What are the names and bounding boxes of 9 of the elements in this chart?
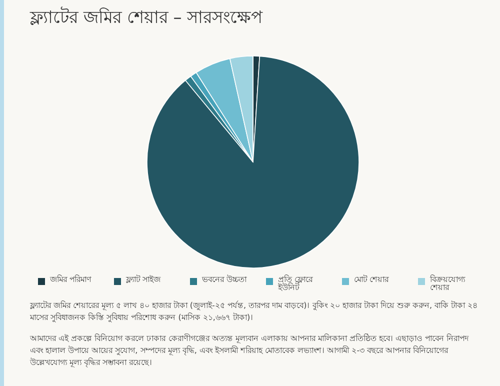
legend-label: ফ্ল্যাট সাইজ: [126, 275, 162, 284]
text: ফ্ল্যাটের জমির শেয়ারের মূল্য ৫ লাখ ৪০ হাজার টাকা (জুলাই-২৫ পর্যন্ত, তারপর দাম বাড়বে)। বুকিং ২০ হাজার টাকা দিয়ে শুরু করুন, বাকি টাকা ২৪ মাসের সুবিধাজনক কিস্তি সুবিধায় পরিশোধ করুন (মাসিক ২১,৬৬৭ টাকা)।: [30, 300, 479, 324]
legend-label: বিক্রয়যোগ্য শেয়ার: [430, 275, 466, 292]
chart-title: ফ্ল্যাটের জমির শেয়ার – সারসংক্ষেপ: [30, 6, 264, 30]
legend-label: জমির পরিমাণ: [50, 275, 93, 284]
legend-label: প্রতি ফ্লোরে ইউনিট: [278, 275, 314, 292]
legend-label: মোট শেয়ার: [354, 275, 390, 284]
legend-label: ভবনের উচ্চতা: [202, 275, 248, 284]
text: আমাদের এই প্রকল্পে বিনিয়োগ করলে ঢাকার কেরাণীগঞ্জের অত্যন্ত মূল্যবান এলাকায় আপনার মালিকানা প্রতিষ্ঠিত হবে। এছাড়াও পাবেন নিরাপদ এবং হালাল উপায়ে আয়ের সুযোগ, সম্পদের মূল্য বৃদ্ধি, এবং ইসলামী শরিয়াহ মোতাবেক লভ্যাংশ। আগামী ২-৩ বছরে আপনার বিনিয়োগের উল্লেখযোগ্য মূল্য বৃদ্ধির সম্ভাবনা রয়েছে।: [30, 333, 470, 369]
